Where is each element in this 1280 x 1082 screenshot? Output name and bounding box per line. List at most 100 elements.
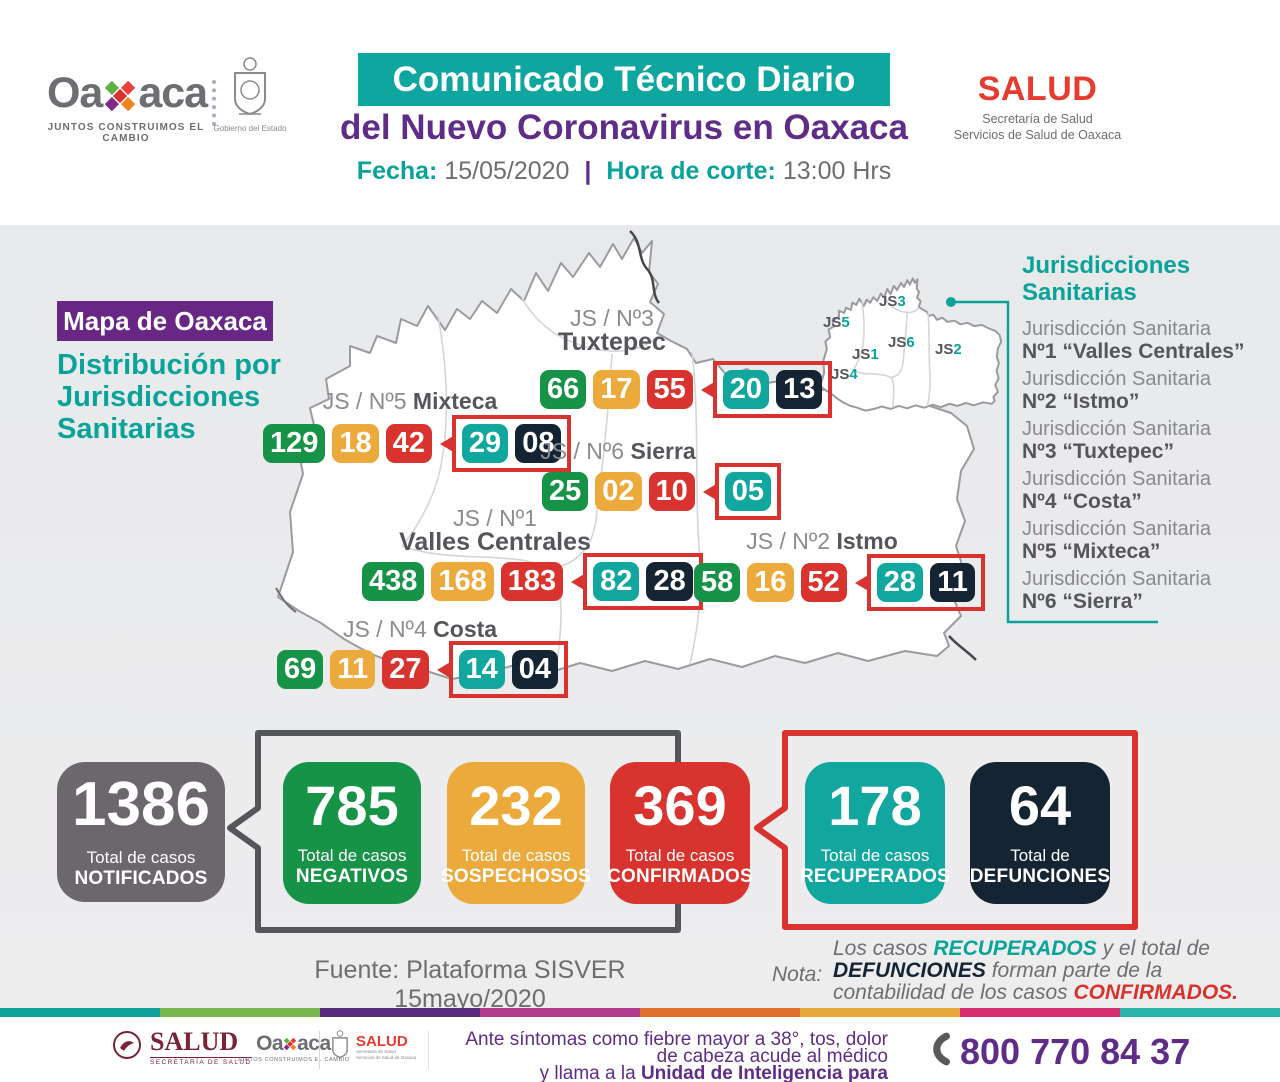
footer-divider xyxy=(319,1031,320,1069)
dateline: Fecha: 15/05/2020 | Hora de corte: 13:00… xyxy=(300,157,948,186)
salud-logo-name: SALUD xyxy=(977,70,1098,108)
oaxaca-logo: Oa aca xyxy=(42,70,212,122)
hora-label: Hora de corte: xyxy=(606,157,776,185)
badge-confirmados: 10 xyxy=(648,472,695,511)
inset-label-js4: JS4 xyxy=(831,366,858,383)
fecha-label: Fecha: xyxy=(356,157,438,185)
badge-confirmados: 27 xyxy=(382,650,429,689)
oaxaca-wordmark-end: aca xyxy=(138,69,208,117)
dotted-divider xyxy=(212,80,216,126)
oaxaca-tagline: JUNTOS CONSTRUIMOS EL CAMBIO xyxy=(47,122,205,144)
phone-icon xyxy=(928,1029,952,1074)
region-label-sierra: JS / Nº6 Sierra xyxy=(540,438,696,464)
region-label-tuxtepec: JS / Nº3 Tuxtepec xyxy=(558,305,666,356)
card-confirmados: 369 Total de casos CONFIRMADOS xyxy=(607,762,753,904)
health-advice: Ante síntomas como fiebre mayor a 38°, t… xyxy=(465,1029,888,1082)
eagle-emblem-icon xyxy=(112,1030,142,1065)
footer: SALUD SECRETARÍA DE SALUD Oa aca JUNTOS C… xyxy=(0,1017,1280,1082)
list-item: Jurisdicción Sanitaria Nº2 “Istmo” xyxy=(1022,368,1211,413)
badge-negativos: 69 xyxy=(277,650,324,689)
badge-sospechosos: 11 xyxy=(330,650,376,689)
badge-sospechosos: 02 xyxy=(595,472,642,511)
badge-recuperados: 20 xyxy=(722,370,770,409)
badge-negativos: 25 xyxy=(542,472,589,511)
gobierno-crest-icon xyxy=(228,56,272,125)
badge-defunciones: 04 xyxy=(511,650,559,689)
badge-recuperados: 14 xyxy=(458,650,505,689)
inset-label-js5: JS5 xyxy=(823,314,850,331)
header: Oa aca JUNTOS CONSTRUIMOS EL CAMBIO Gobie… xyxy=(0,0,1280,225)
badge-recuperados: 82 xyxy=(593,562,640,601)
card-negativos: 785 Total de casos NEGATIVOS xyxy=(283,762,421,904)
card-defunciones: 64 Total de DEFUNCIONES xyxy=(970,762,1110,904)
oaxaca-diamonds-icon xyxy=(283,1032,297,1055)
inset-label-js3: JS3 xyxy=(879,293,906,310)
footer-divider xyxy=(428,1031,429,1069)
badge-defunciones: 08 xyxy=(515,424,562,463)
badge-confirmados: 183 xyxy=(500,562,564,601)
region-badges-costa: 69 11 27 14 04 xyxy=(277,641,569,698)
list-item: Jurisdicción Sanitaria Nº5 “Mixteca” xyxy=(1022,518,1211,563)
badge-negativos: 66 xyxy=(540,370,587,409)
gobierno-label: Gobierno del Estado xyxy=(213,124,287,133)
recuperados-defunciones-box: 20 13 xyxy=(712,361,833,418)
fecha-value: 15/05/2020 xyxy=(444,157,570,185)
rainbow-stripe xyxy=(0,1008,1280,1017)
region-label-costa: JS / Nº4 Costa xyxy=(342,616,498,642)
region-label-istmo: JS / Nº2 Istmo xyxy=(746,528,898,554)
inset-label-js1: JS1 xyxy=(852,346,879,363)
inset-label-js2: JS2 xyxy=(935,341,962,358)
region-badges-tuxtepec: 66 17 55 20 13 xyxy=(540,361,833,418)
salud-logo-line2: Servicios de Salud de Oaxaca xyxy=(953,128,1122,142)
badge-sospechosos: 17 xyxy=(593,370,640,409)
region-badges-istmo: 58 16 52 28 11 xyxy=(694,554,986,611)
salud-estatal-logo: SALUD Secretaría de Salud Servicios de S… xyxy=(330,1029,416,1066)
jurisdicciones-list: Jurisdicciones Sanitarias Jurisdicción S… xyxy=(1022,252,1257,618)
card-notificados: 1386 Total de casos NOTIFICADOS xyxy=(57,762,225,902)
recuperados-defunciones-box: 29 08 xyxy=(451,415,572,472)
badge-negativos: 438 xyxy=(362,562,425,601)
badge-sospechosos: 16 xyxy=(747,563,794,602)
card-sospechosos: 232 Total de casos SOSPECHOSOS xyxy=(441,762,591,904)
badge-confirmados: 42 xyxy=(385,424,432,463)
card-recuperados: 178 Total de casos RECUPERADOS xyxy=(800,762,950,904)
list-item: Jurisdicción Sanitaria Nº6 “Sierra” xyxy=(1022,568,1211,613)
recuperados-box: 05 xyxy=(714,463,782,520)
region-label-valles-centrales: JS / Nº1 Valles Centrales xyxy=(399,505,591,556)
fuente-text: Fuente: Plataforma SISVER 15mayo/2020 xyxy=(314,956,626,1013)
list-item: Jurisdicción Sanitaria Nº3 “Tuxtepec” xyxy=(1022,418,1211,463)
region-badges-sierra: 25 02 10 05 xyxy=(542,463,782,520)
badge-negativos: 58 xyxy=(694,563,741,602)
badge-defunciones: 13 xyxy=(776,370,823,409)
salud-logo-line1: Secretaría de Salud xyxy=(982,112,1093,126)
region-label-mixteca: JS / Nº5 Mixteca xyxy=(322,388,498,414)
map-title: Mapa de Oaxaca xyxy=(57,301,273,341)
nota-label: Nota: xyxy=(772,963,823,986)
badge-recuperados: 29 xyxy=(461,424,509,463)
gobierno-crest-icon xyxy=(330,1029,350,1066)
hora-value: 13:00 Hrs xyxy=(782,157,892,185)
recuperados-defunciones-box: 28 11 xyxy=(866,554,986,611)
badge-defunciones: 11 xyxy=(930,563,976,602)
badge-sospechosos: 18 xyxy=(332,424,379,463)
list-item: Jurisdicción Sanitaria Nº1 “Valles Centr… xyxy=(1022,318,1245,363)
badge-confirmados: 52 xyxy=(800,563,847,602)
badge-negativos: 129 xyxy=(263,424,326,463)
dateline-separator: | xyxy=(584,157,592,185)
oaxaca-diamonds-icon xyxy=(103,76,137,122)
phone-number: 800 770 84 37 xyxy=(960,1030,1191,1072)
oaxaca-footer-logo: Oa aca JUNTOS CONSTRUIMOS EL CAMBIO xyxy=(237,1032,350,1064)
badge-confirmados: 55 xyxy=(646,370,693,409)
map-subtitle: Distribución por Jurisdicciones Sanitari… xyxy=(57,349,281,445)
badge-recuperados: 05 xyxy=(724,472,772,511)
page-subtitle: del Nuevo Coronavirus en Oaxaca xyxy=(340,108,908,147)
badge-recuperados: 28 xyxy=(876,563,924,602)
list-item: Jurisdicción Sanitaria Nº4 “Costa” xyxy=(1022,468,1211,513)
region-badges-valles-centrales: 438 168 183 82 28 xyxy=(362,553,703,610)
oaxaca-wordmark-start: Oa xyxy=(46,69,103,117)
badge-sospechosos: 168 xyxy=(431,562,494,601)
salud-logo: SALUD Secretaría de Salud Servicios de S… xyxy=(950,72,1125,143)
inset-label-js6: JS6 xyxy=(888,334,915,351)
emergency-phone: 800 770 84 37 xyxy=(928,1029,1190,1074)
